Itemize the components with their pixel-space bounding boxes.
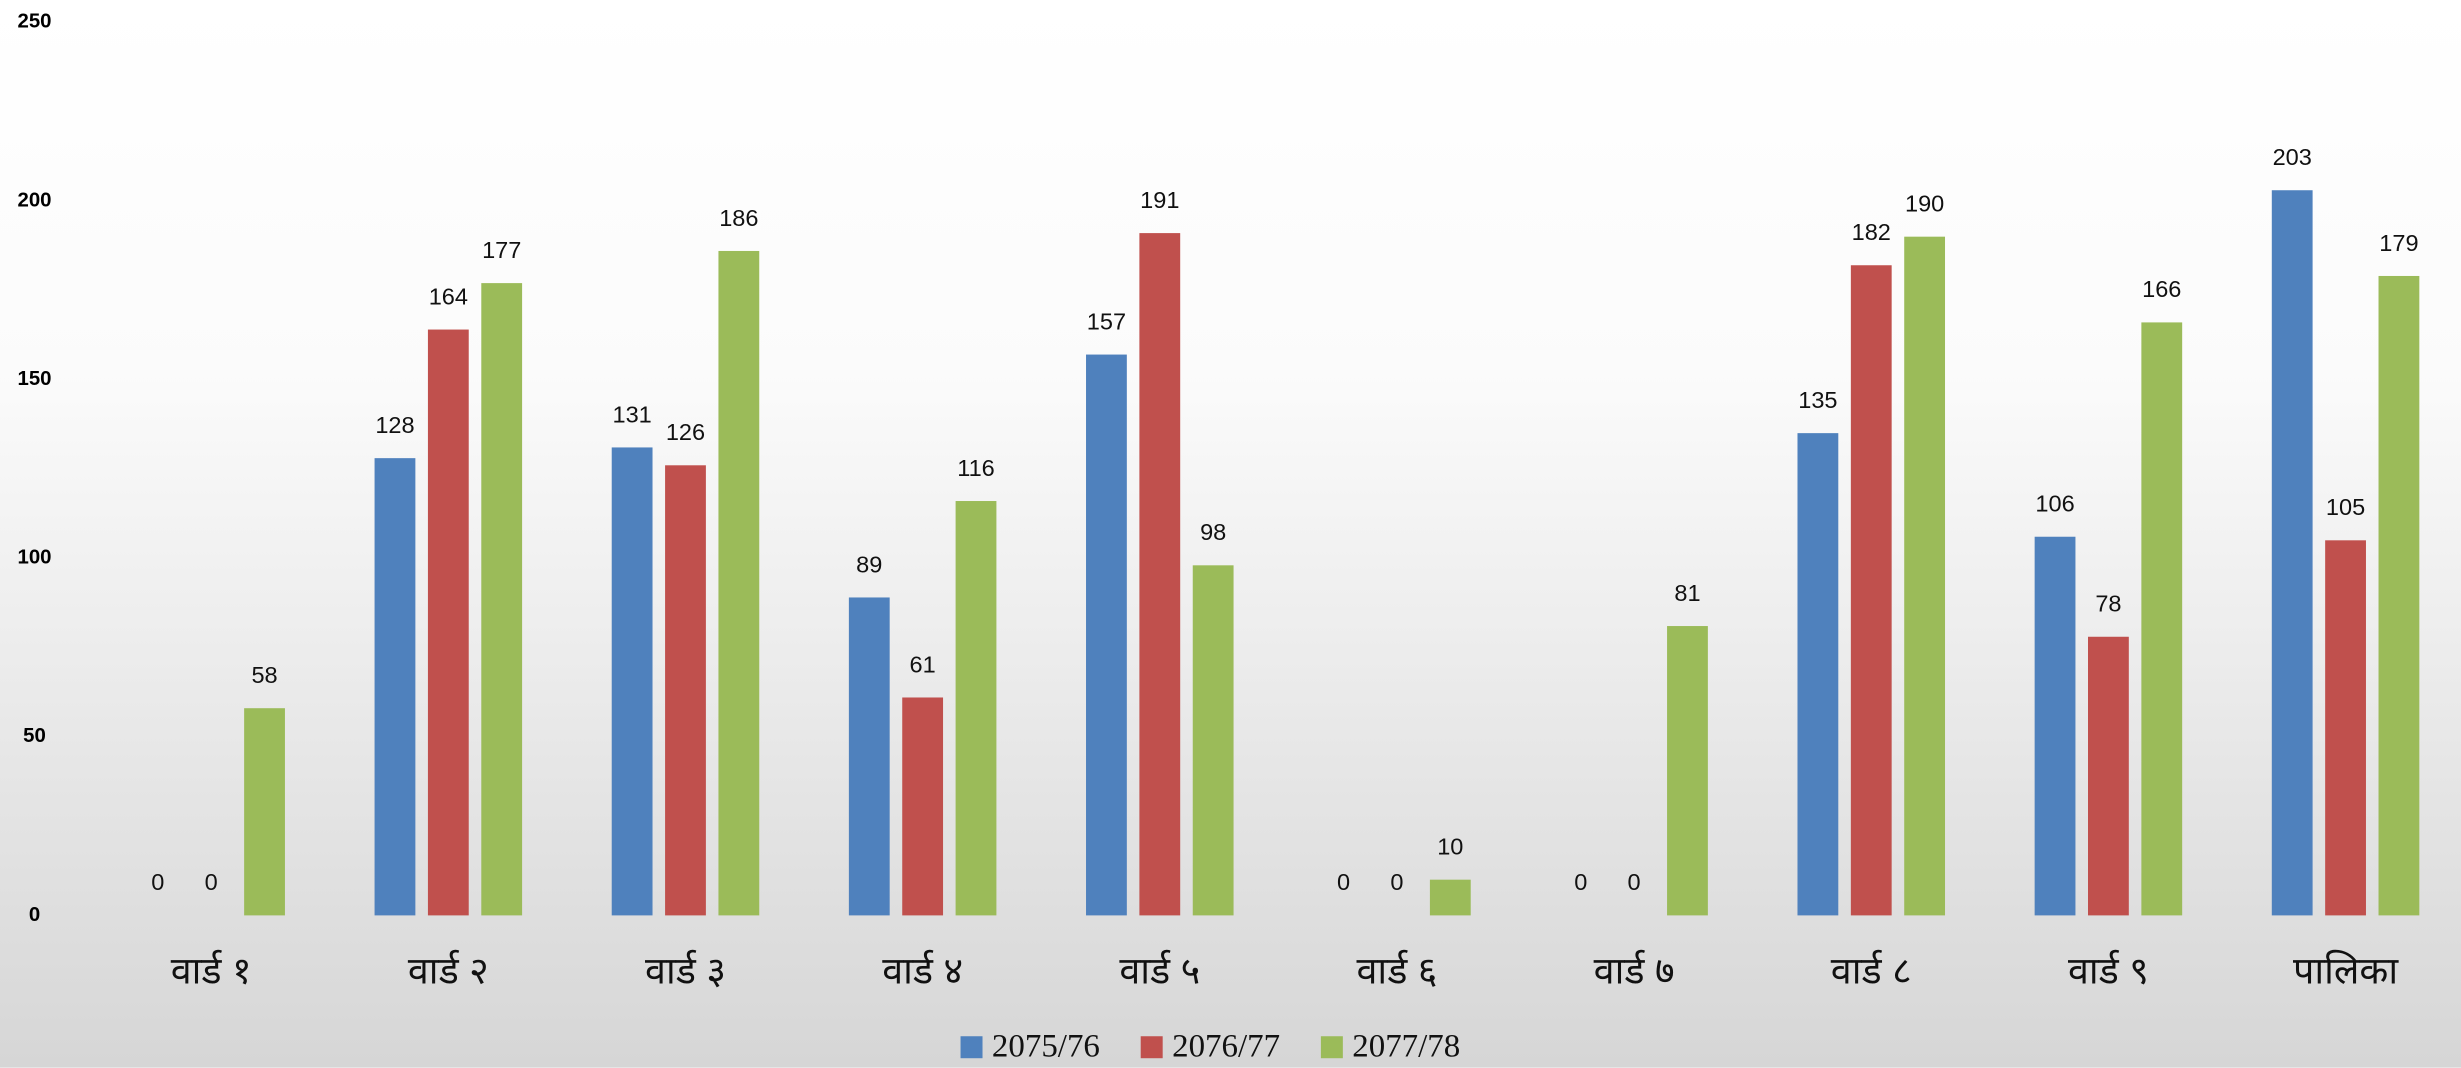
data-label: 164 [429,283,468,309]
bar [427,329,469,916]
data-label: 157 [1087,308,1126,334]
data-label: 186 [719,205,758,231]
bar [244,708,285,916]
x-tick-label: वार्ड ७ [1594,949,1675,991]
bar [374,458,416,916]
x-tick-label: वार्ड ६ [1357,949,1438,991]
bar [1429,879,1471,916]
x-tick-label: वार्ड ८ [1831,949,1912,991]
data-label: 89 [856,551,882,577]
data-label: 166 [2142,276,2181,302]
y-tick-label: 200 [18,189,52,211]
bar [611,447,653,916]
bar [1797,433,1839,916]
y-tick-label: 100 [18,547,52,569]
bar [2034,536,2076,916]
bar [955,501,997,916]
bar [2378,275,2420,916]
bar [2271,190,2313,916]
data-label: 0 [1574,869,1587,895]
bar [1850,265,1892,916]
data-label: 131 [612,401,651,427]
data-label: 58 [251,662,277,688]
data-label: 191 [1140,187,1179,213]
data-label: 0 [1337,869,1350,895]
y-tick-label: 150 [18,368,52,390]
data-label: 61 [910,651,936,677]
x-tick-label: वार्ड ९ [2068,949,2149,991]
bar [2325,540,2366,916]
x-tick-label: वार्ड ३ [645,949,726,991]
data-label: 203 [2273,144,2312,170]
data-label: 128 [375,412,414,438]
bar [481,283,523,916]
bar [1192,565,1234,916]
data-label: 0 [1628,869,1641,895]
data-label: 179 [2379,230,2418,256]
data-label: 10 [1437,833,1463,859]
legend-swatch [1320,1036,1343,1059]
bar [1904,236,1946,916]
data-label: 116 [957,455,995,481]
data-label: 190 [1905,190,1944,216]
bar [2088,636,2129,916]
data-label: 106 [2035,491,2074,517]
x-tick-label: वार्ड २ [408,949,489,991]
data-label: 126 [666,419,705,445]
data-label: 0 [205,869,218,895]
bar [1667,626,1708,916]
data-label: 0 [151,869,164,895]
y-tick-label: 50 [23,725,46,747]
legend-swatch [960,1036,983,1059]
bar [665,465,706,916]
bar [1086,354,1127,916]
legend-label: 2076/77 [1172,1028,1280,1064]
bar [902,697,944,916]
legend-label: 2075/76 [992,1028,1100,1064]
x-tick-label: वार्ड ४ [882,949,963,991]
bar [2141,322,2183,916]
data-label: 78 [2095,591,2121,617]
data-label: 135 [1798,387,1837,413]
data-label: 177 [482,237,521,263]
data-label: 0 [1390,869,1403,895]
bar [718,250,760,916]
bar [848,597,890,916]
data-label: 81 [1674,580,1700,606]
legend-swatch [1140,1036,1163,1059]
legend-label: 2077/78 [1352,1028,1460,1064]
data-label: 182 [1852,219,1891,245]
x-tick-label: वार्ड १ [171,949,252,991]
x-tick-label: वार्ड ५ [1119,949,1200,991]
x-tick-label: पालिका [2293,949,2399,991]
data-label: 105 [2326,494,2365,520]
y-tick-label: 250 [18,11,52,33]
data-label: 98 [1200,519,1226,545]
bar [1139,233,1181,916]
y-tick-label: 0 [29,904,40,926]
